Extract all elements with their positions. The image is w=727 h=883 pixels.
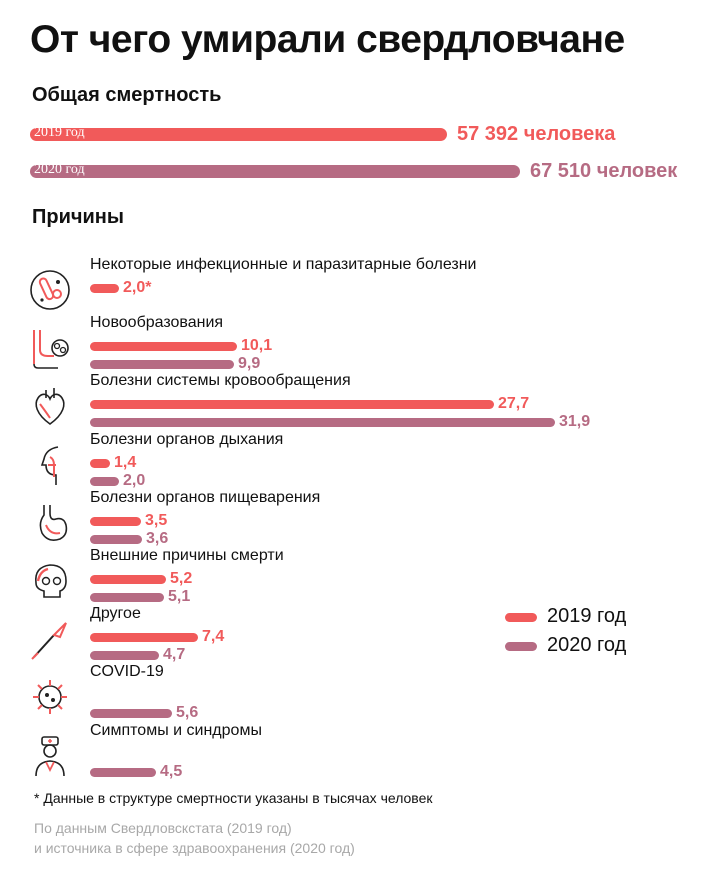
stomach-icon <box>28 501 72 545</box>
cause-label: Болезни органов пищеварения <box>90 488 321 506</box>
bar-2020 <box>90 593 164 602</box>
causes-heading: Причины <box>32 206 124 228</box>
bar-2020 <box>90 709 172 719</box>
value-label-2019: 5,2 <box>170 570 193 587</box>
cause-label: Болезни системы кровообращения <box>90 372 351 390</box>
cause-label: Новообразования <box>90 314 224 332</box>
value-label-2020: 3,6 <box>146 529 169 547</box>
total-bar-2019: 2019 год <box>30 125 447 141</box>
bar-2020 <box>90 360 234 370</box>
bar-2020 <box>90 418 555 428</box>
value-label-2019: 3,5 <box>145 511 168 529</box>
bar-2020 <box>90 534 142 544</box>
cause-label: Болезни органов дыхания <box>90 430 284 448</box>
cause-label: Внешние причины смерти <box>90 547 284 564</box>
bar-2019 <box>90 284 119 293</box>
doctor-icon <box>28 734 72 778</box>
respiratory-icon <box>28 443 72 487</box>
scalpel-icon <box>28 617 72 661</box>
cause-label: Симптомы и синдромы <box>90 721 262 739</box>
bacteria-icon <box>28 268 72 312</box>
virus-icon <box>28 675 72 719</box>
cause-label: Другое <box>90 605 141 623</box>
footnote: * Данные в структуре смертности указаны … <box>34 790 433 806</box>
total-value-label: 57 392 человека <box>457 123 616 145</box>
cause-label: Некоторые инфекционные и паразитарные бо… <box>90 256 477 273</box>
bar-2019 <box>90 633 198 643</box>
value-label-2019: 1,4 <box>114 453 137 471</box>
bar-2020 <box>90 476 119 486</box>
bar-2020 <box>90 651 159 661</box>
value-label-2019: 27,7 <box>498 395 530 413</box>
total-year-label: 2020 год <box>34 162 85 177</box>
total-bar-2020: 2020 год <box>30 162 520 178</box>
legend-swatch-2020 <box>505 642 537 651</box>
bar-2019 <box>90 400 494 410</box>
legend-swatch-2019 <box>505 613 537 622</box>
source-line-1: По данным Свердловскстата (2019 год) <box>34 820 292 836</box>
bar-2019 <box>90 575 166 584</box>
legend-label-2020: 2020 год <box>547 634 627 656</box>
value-label-2020: 5,1 <box>168 588 191 605</box>
bar-2020 <box>90 767 156 777</box>
source-line-2: и источника в сфере здравоохранения (202… <box>34 840 355 856</box>
bar-2019 <box>90 458 110 468</box>
value-label-2020: 31,9 <box>559 413 591 431</box>
value-label-2019: 7,4 <box>202 628 225 646</box>
value-label-2020: 4,7 <box>163 646 186 664</box>
total-year-label: 2019 год <box>34 125 85 140</box>
value-label-2020: 2,0 <box>123 471 146 489</box>
value-label-2020: 9,9 <box>238 355 261 373</box>
heart-icon <box>28 384 72 428</box>
skull-icon <box>28 559 72 603</box>
source-note: По данным Свердловскстата (2019 год) и и… <box>34 818 355 858</box>
total-value-label: 67 510 человек <box>530 160 678 182</box>
chart-title: От чего умирали свердловчане <box>30 18 625 61</box>
bar-2019 <box>90 342 237 352</box>
bar-2019 <box>90 516 141 526</box>
value-label-2019: 10,1 <box>241 337 273 355</box>
legend-label-2019: 2019 год <box>547 605 627 627</box>
value-label-2020: 5,6 <box>176 704 199 722</box>
total-mortality-heading: Общая смертность <box>32 84 222 106</box>
value-label-2019: 2,0* <box>123 279 152 296</box>
value-label-2020: 4,5 <box>160 762 183 780</box>
cause-label: COVID-19 <box>90 663 164 681</box>
intestine-tumor-icon <box>28 326 72 370</box>
